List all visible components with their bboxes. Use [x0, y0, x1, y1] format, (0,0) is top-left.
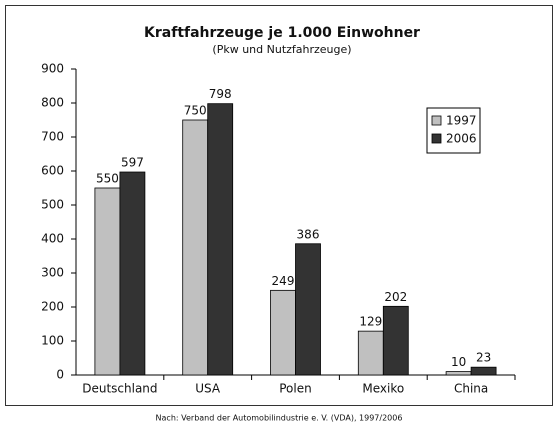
bar — [270, 289, 296, 376]
x-tick-label: USA — [195, 382, 221, 396]
bar — [207, 103, 234, 376]
x-tick-label: Deutschland — [82, 382, 157, 396]
bar — [357, 330, 384, 376]
y-tick-label: 0 — [56, 368, 64, 382]
value-label: 129 — [359, 315, 382, 329]
y-tick-label: 400 — [41, 232, 64, 246]
frame — [5, 5, 553, 406]
legend-label: 1997 — [446, 114, 477, 128]
bar — [119, 171, 146, 376]
chart-title: Kraftfahrzeuge je 1.000 Einwohner — [144, 25, 420, 41]
legend-swatch — [431, 115, 442, 126]
value-label: 550 — [96, 172, 119, 186]
bar — [382, 305, 409, 376]
value-label: 10 — [451, 355, 466, 369]
y-tick-label: 300 — [41, 266, 64, 280]
y-tick-label: 800 — [41, 96, 64, 110]
y-tick-label: 900 — [41, 62, 64, 76]
x-tick-label: Polen — [279, 382, 311, 396]
x-tick-label: Mexiko — [362, 382, 404, 396]
x-tick-label: China — [454, 382, 488, 396]
legend-box — [426, 107, 481, 154]
chart-subtitle: (Pkw und Nutzfahrzeuge) — [212, 43, 351, 56]
value-label: 202 — [384, 290, 407, 304]
y-tick-label: 700 — [41, 130, 64, 144]
value-label: 750 — [184, 104, 207, 118]
value-label: 798 — [209, 87, 232, 101]
value-label: 23 — [476, 351, 491, 365]
y-tick-label: 500 — [41, 198, 64, 212]
bar — [470, 366, 497, 376]
value-label: 597 — [121, 156, 144, 170]
source-note: Nach: Verband der Automobilindustrie e. … — [156, 414, 403, 423]
legend-swatch — [431, 133, 442, 144]
value-label: 249 — [272, 274, 295, 288]
bar — [182, 119, 209, 376]
y-tick-label: 100 — [41, 334, 64, 348]
bar — [94, 187, 121, 376]
bar — [445, 371, 472, 376]
y-tick-label: 200 — [41, 300, 64, 314]
value-label: 386 — [297, 227, 320, 241]
y-tick-label: 600 — [41, 164, 64, 178]
bar — [295, 243, 321, 376]
legend-label: 2006 — [446, 132, 477, 146]
